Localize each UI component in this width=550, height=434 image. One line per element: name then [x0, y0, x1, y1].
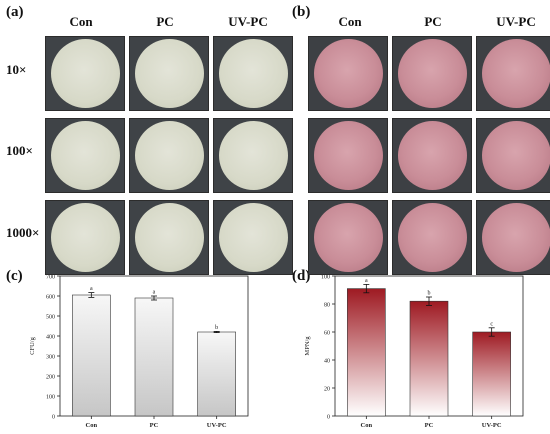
y-tick-label: 80 — [324, 303, 330, 309]
petri-dish-a — [134, 39, 204, 108]
petri-photo-b-2-2 — [392, 118, 472, 193]
petri-dish-a — [134, 121, 204, 190]
y-tick-label: 700 — [46, 275, 55, 281]
row-header-1000x: 1000× — [6, 225, 40, 240]
bar-con — [347, 288, 386, 417]
x-tick-label: Con — [86, 422, 98, 429]
petri-photo-b-2-3 — [476, 118, 550, 193]
petri-dish-b — [313, 203, 383, 272]
col-header-b-uvpc: UV-PC — [496, 14, 536, 29]
significance-letter: a — [90, 286, 93, 292]
petri-photo-b-3-3 — [476, 200, 550, 275]
y-tick-label: 400 — [46, 335, 55, 341]
significance-letter: a — [365, 278, 368, 284]
x-tick-label: Con — [361, 422, 373, 429]
y-tick-label: 20 — [324, 387, 330, 393]
y-tick-label: 100 — [46, 395, 55, 401]
bar-chart-mpn: 0 20 40 60 80 100 MPN/g a Con b PC c UV-PC — [304, 275, 524, 429]
y-tick-label: 0 — [327, 415, 330, 421]
petri-photo-b-2-1 — [308, 118, 388, 193]
petri-dish-b — [481, 203, 550, 272]
y-tick-label: 0 — [52, 415, 55, 421]
petri-photo-b-3-1 — [308, 200, 388, 275]
col-header-a-pc: PC — [156, 14, 174, 29]
significance-letter: c — [490, 321, 493, 327]
x-tick-label: PC — [150, 422, 159, 429]
petri-photo-a-1-1 — [45, 36, 125, 111]
panel-label-d: (d) — [292, 268, 311, 284]
panel-label-a: (a) — [6, 4, 24, 20]
y-axis-label: MPN/g — [304, 336, 311, 356]
y-tick-label: 60 — [324, 331, 330, 337]
col-header-b-pc: PC — [424, 14, 442, 29]
petri-dish-a — [50, 121, 120, 190]
petri-dish-a — [218, 121, 288, 190]
y-axis-label: CFU/g — [29, 336, 36, 354]
col-header-a-con: Con — [69, 14, 93, 29]
petri-dish-b — [313, 121, 383, 190]
petri-dish-b — [481, 121, 550, 190]
col-header-a-uvpc: UV-PC — [228, 14, 268, 29]
petri-photo-b-1-1 — [308, 36, 388, 111]
petri-dish-b — [313, 39, 383, 108]
petri-photo-b-3-2 — [392, 200, 472, 275]
x-tick-label: UV-PC — [482, 422, 502, 429]
y-tick-label: 600 — [46, 295, 55, 301]
bar-pc — [409, 300, 449, 417]
x-tick-label: UV-PC — [207, 422, 227, 429]
petri-dish-a — [50, 39, 120, 108]
y-tick-label: 300 — [46, 355, 55, 361]
petri-dish-a — [218, 203, 288, 272]
row-header-100x: 100× — [6, 143, 33, 158]
bar-uv-pc — [472, 331, 511, 417]
petri-photo-a-2-3 — [213, 118, 293, 193]
col-header-b-con: Con — [338, 14, 362, 29]
bar-con — [72, 294, 111, 417]
y-tick-label: 40 — [324, 359, 330, 365]
petri-dish-b — [397, 39, 467, 108]
petri-photo-a-2-1 — [45, 118, 125, 193]
petri-dish-b — [397, 203, 467, 272]
significance-letter: b — [428, 291, 431, 297]
y-tick-label: 100 — [321, 275, 330, 281]
petri-dish-b — [481, 39, 550, 108]
petri-photo-a-1-3 — [213, 36, 293, 111]
y-tick-label: 500 — [46, 315, 55, 321]
petri-dish-a — [218, 39, 288, 108]
petri-photo-a-3-1 — [45, 200, 125, 275]
petri-photo-a-2-2 — [129, 118, 209, 193]
bar-pc — [134, 297, 174, 417]
row-header-10x: 10× — [6, 62, 27, 77]
bar-chart-cfu: 0 100 200 300 400 500 600 700 CFU/g a Con a PC b UV-PC — [29, 275, 249, 429]
petri-photo-b-1-3 — [476, 36, 550, 111]
petri-photo-a-3-2 — [129, 200, 209, 275]
x-tick-label: PC — [425, 422, 434, 429]
significance-letter: a — [153, 290, 156, 296]
petri-dish-a — [50, 203, 120, 272]
significance-letter: b — [215, 325, 218, 331]
y-tick-label: 200 — [46, 375, 55, 381]
panel-label-c: (c) — [6, 268, 23, 284]
petri-photo-b-1-2 — [392, 36, 472, 111]
petri-photo-a-3-3 — [213, 200, 293, 275]
petri-dish-a — [134, 203, 204, 272]
bar-uv-pc — [197, 331, 236, 417]
petri-dish-b — [397, 121, 467, 190]
petri-photo-a-1-2 — [129, 36, 209, 111]
panel-label-b: (b) — [292, 4, 311, 20]
